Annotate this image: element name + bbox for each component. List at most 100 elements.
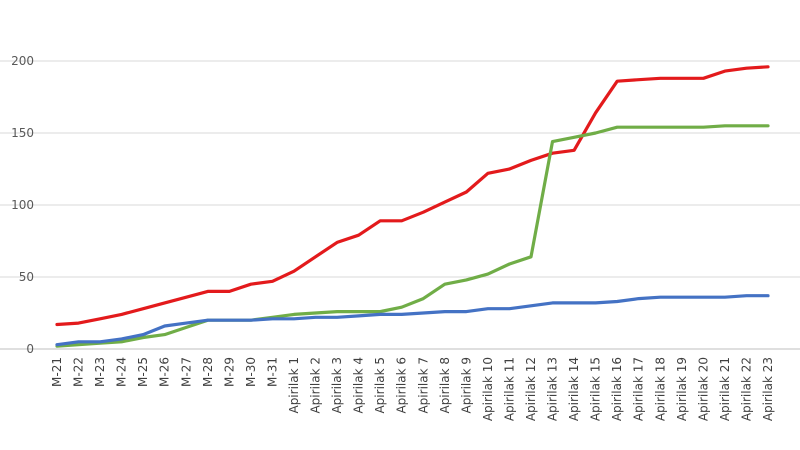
x-tick-label: Apirilak 20 [696,357,710,421]
data-point [508,167,511,170]
data-point [766,124,769,127]
x-tick-label: Apirilak 13 [546,357,560,421]
data-point [702,77,705,80]
data-point [400,306,403,309]
data-point [422,297,425,300]
data-point [616,300,619,303]
y-axis-ticks: 0 50 100 150 200 [11,54,34,356]
data-point [745,124,748,127]
data-point [292,270,295,273]
data-point [98,340,101,343]
data-point [551,301,554,304]
x-tick-label: Apirilak 15 [589,357,603,421]
x-tick-label: Apirilak 23 [761,357,775,421]
data-point [723,124,726,127]
data-point [465,310,468,313]
data-point [702,296,705,299]
data-point [637,78,640,81]
data-point [723,296,726,299]
x-tick-label: Apirilak 5 [373,357,387,414]
data-point [637,126,640,129]
data-point [77,343,80,346]
data-point [529,255,532,258]
y-tick-label: 200 [11,54,34,68]
data-point [185,326,188,329]
data-point [314,316,317,319]
x-tick-label: Apirilak 6 [395,357,409,414]
data-point [379,310,382,313]
x-tick-label: Apirilak 17 [632,357,646,421]
data-point [702,126,705,129]
series-line-2 [55,294,770,347]
data-point [379,313,382,316]
y-tick-label: 0 [26,342,34,356]
x-tick-label: Apirilak 16 [610,357,624,421]
data-point [465,278,468,281]
data-point [486,172,489,175]
data-point [142,307,145,310]
data-point [357,310,360,313]
data-point [77,340,80,343]
x-tick-label: Apirilak 2 [309,357,323,414]
data-point [486,307,489,310]
x-tick-label: M-27 [179,357,193,387]
x-tick-label: M-31 [265,357,279,387]
data-point [185,296,188,299]
data-point [357,234,360,237]
data-point [292,313,295,316]
data-point [508,262,511,265]
data-point [486,273,489,276]
data-point [142,333,145,336]
data-point [163,324,166,327]
x-tick-label: M-30 [244,357,258,387]
x-tick-label: M-22 [72,357,86,387]
data-point [271,317,274,320]
x-tick-label: M-28 [201,357,215,387]
data-point [206,290,209,293]
y-tick-label: 150 [11,126,34,140]
series-line-1 [55,124,770,348]
data-point [335,316,338,319]
gridlines [0,60,800,350]
data-point [120,340,123,343]
data-point [766,294,769,297]
data-point [616,80,619,83]
x-tick-label: Apirilak 8 [438,357,452,414]
data-point [335,310,338,313]
data-point [723,69,726,72]
data-point [659,77,662,80]
data-point [659,126,662,129]
data-point [120,337,123,340]
data-point [400,219,403,222]
data-point [55,323,58,326]
data-point [314,255,317,258]
data-point [616,126,619,129]
x-tick-label: M-21 [50,357,64,387]
data-point [443,310,446,313]
x-tick-label: Apirilak 19 [675,357,689,421]
x-tick-label: M-26 [158,357,172,387]
data-point [745,67,748,70]
data-point [572,301,575,304]
x-tick-label: Apirilak 18 [653,357,667,421]
data-point [572,136,575,139]
x-tick-label: M-25 [136,357,150,387]
x-tick-label: M-23 [93,357,107,387]
data-point [422,311,425,314]
data-point [357,314,360,317]
data-point [314,311,317,314]
data-point [379,219,382,222]
data-point [465,190,468,193]
data-point [551,140,554,143]
data-point [55,343,58,346]
data-point [292,317,295,320]
data-point [680,296,683,299]
data-point [335,241,338,244]
data-point [163,301,166,304]
y-tick-label: 50 [19,270,34,284]
data-point [680,126,683,129]
x-tick-label: Apirilak 10 [481,357,495,421]
data-point [637,297,640,300]
x-tick-label: M-29 [222,357,236,387]
